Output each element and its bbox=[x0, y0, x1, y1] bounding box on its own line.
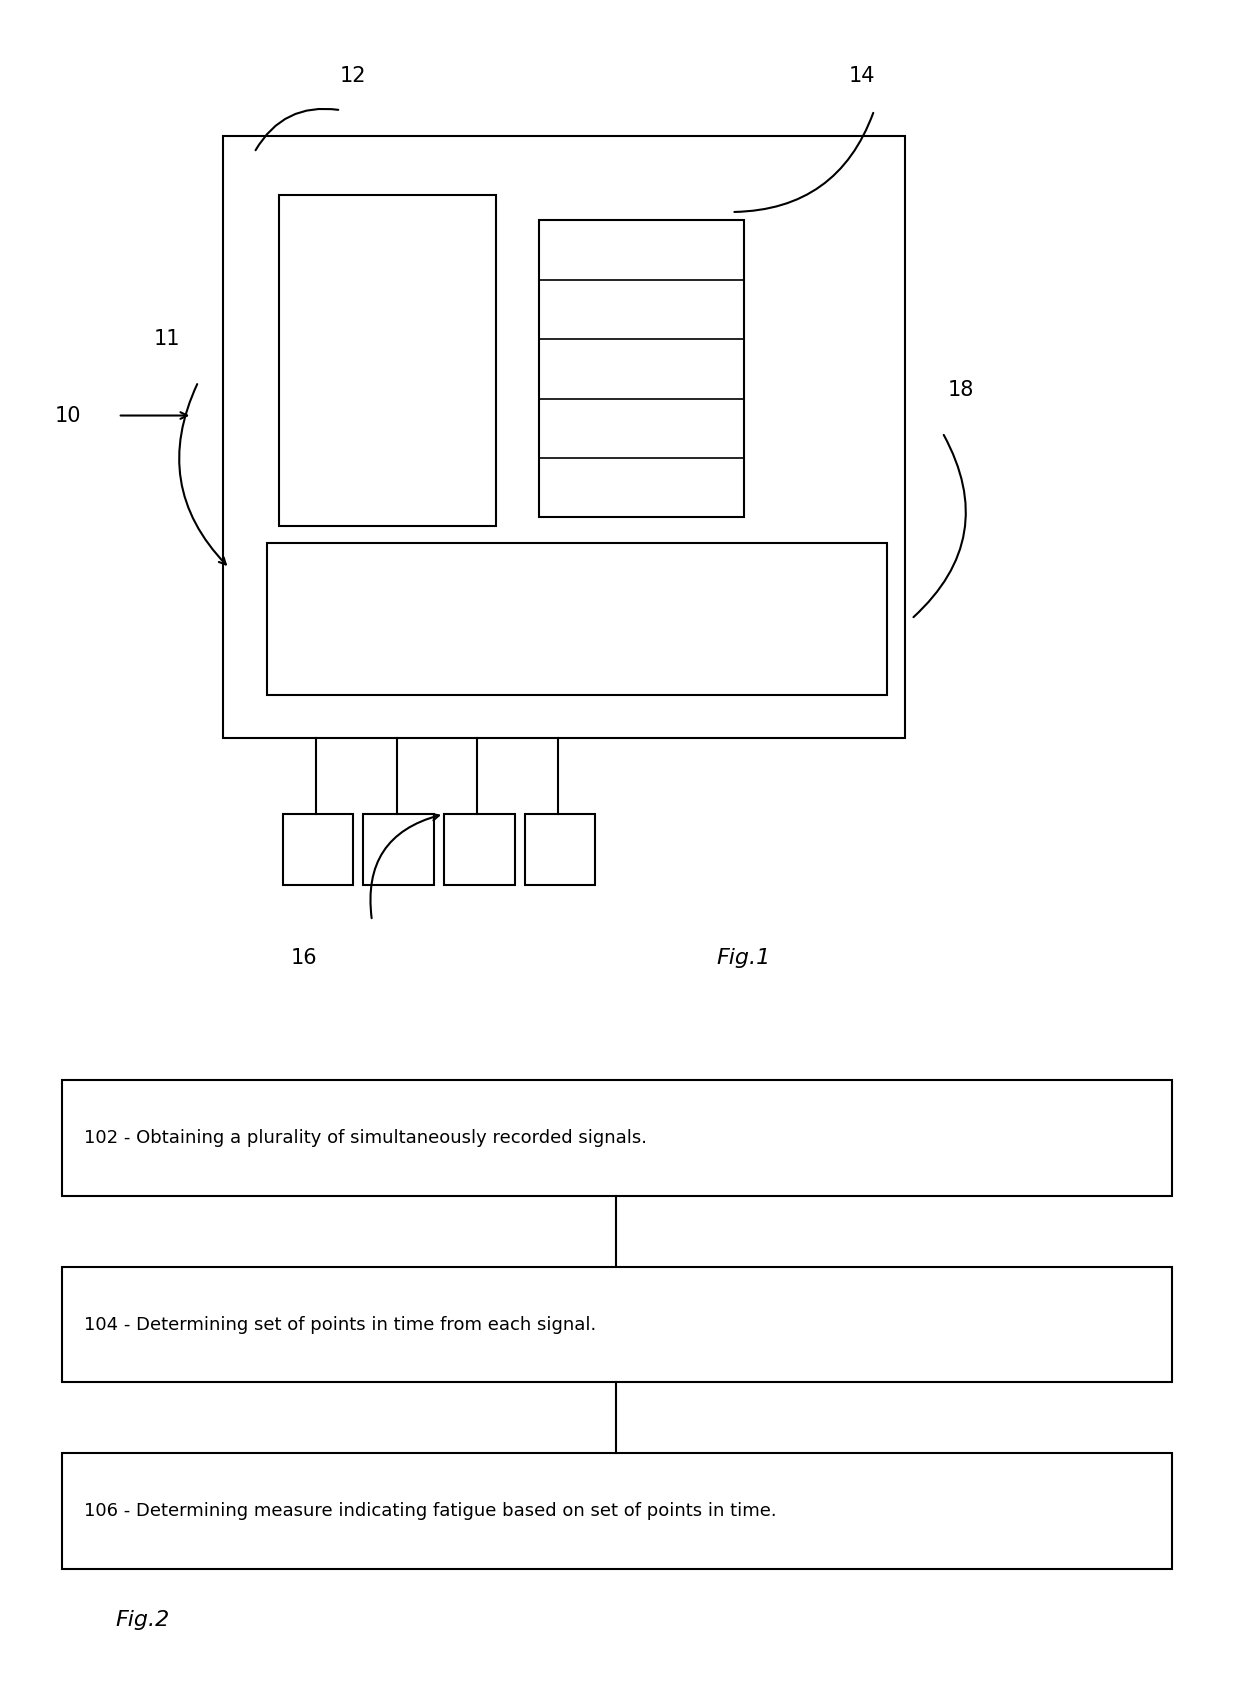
Bar bbox=[363, 814, 434, 885]
Bar bbox=[283, 814, 353, 885]
Bar bbox=[62, 1453, 1172, 1569]
Bar bbox=[279, 195, 496, 526]
Text: 106 - Determining measure indicating fatigue based on set of points in time.: 106 - Determining measure indicating fat… bbox=[84, 1503, 777, 1520]
Text: 102 - Obtaining a plurality of simultaneously recorded signals.: 102 - Obtaining a plurality of simultane… bbox=[84, 1130, 647, 1146]
Bar bbox=[444, 814, 515, 885]
Bar bbox=[62, 1267, 1172, 1382]
Text: 12: 12 bbox=[340, 66, 367, 86]
Text: 11: 11 bbox=[154, 329, 181, 349]
Bar bbox=[223, 136, 905, 738]
Text: 18: 18 bbox=[947, 380, 975, 400]
Text: 10: 10 bbox=[55, 405, 82, 426]
Bar bbox=[62, 1080, 1172, 1196]
Bar bbox=[267, 543, 887, 695]
Text: 104 - Determining set of points in time from each signal.: 104 - Determining set of points in time … bbox=[84, 1316, 596, 1333]
Text: Fig.2: Fig.2 bbox=[115, 1610, 170, 1630]
Text: 14: 14 bbox=[848, 66, 875, 86]
Bar bbox=[539, 220, 744, 517]
Text: 16: 16 bbox=[290, 948, 317, 968]
Text: Fig.1: Fig.1 bbox=[717, 948, 771, 968]
Bar bbox=[525, 814, 595, 885]
